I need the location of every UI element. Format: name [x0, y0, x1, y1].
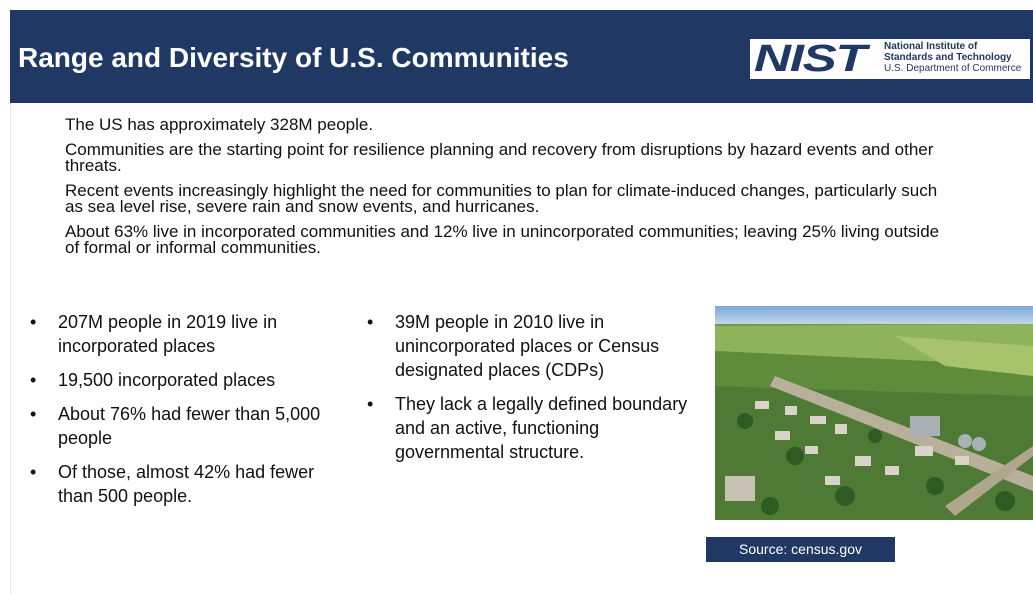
logo-text: National Institute of Standards and Tech…	[884, 41, 1021, 74]
page: Range and Diversity of U.S. Communities …	[0, 0, 1033, 594]
bullet: 19,500 incorporated places	[30, 368, 350, 392]
logo: NIST National Institute of Standards and…	[750, 39, 1030, 79]
logo-line: National Institute of	[884, 41, 1021, 52]
aerial-photo	[715, 306, 1033, 520]
intro: The US has approximately 328M people. Co…	[65, 117, 955, 265]
header: Range and Diversity of U.S. Communities …	[10, 10, 1033, 103]
bullet: Of those, almost 42% had fewer than 500 …	[30, 460, 350, 508]
paragraph: About 63% live in incorporated communiti…	[65, 224, 955, 256]
bullet-list: 39M people in 2010 live in unincorporate…	[367, 310, 697, 474]
image-caption: Source: census.gov	[706, 537, 895, 562]
slide-title: Range and Diversity of U.S. Communities	[18, 42, 569, 74]
paragraph: The US has approximately 328M people.	[65, 117, 955, 133]
logo-line: U.S. Department of Commerce	[884, 63, 1021, 74]
paragraph: Communities are the starting point for r…	[65, 142, 955, 174]
logo-line: Standards and Technology	[884, 52, 1021, 63]
logo-mark: NIST	[754, 39, 865, 79]
bullet-list: 207M people in 2019 live in incorporated…	[30, 310, 350, 518]
bullet: 39M people in 2010 live in unincorporate…	[367, 310, 697, 382]
bullet: About 76% had fewer than 5,000 people	[30, 402, 350, 450]
bullet: 207M people in 2019 live in incorporated…	[30, 310, 350, 358]
paragraph: Recent events increasingly highlight the…	[65, 183, 955, 215]
bullet: They lack a legally defined boundary and…	[367, 392, 697, 464]
